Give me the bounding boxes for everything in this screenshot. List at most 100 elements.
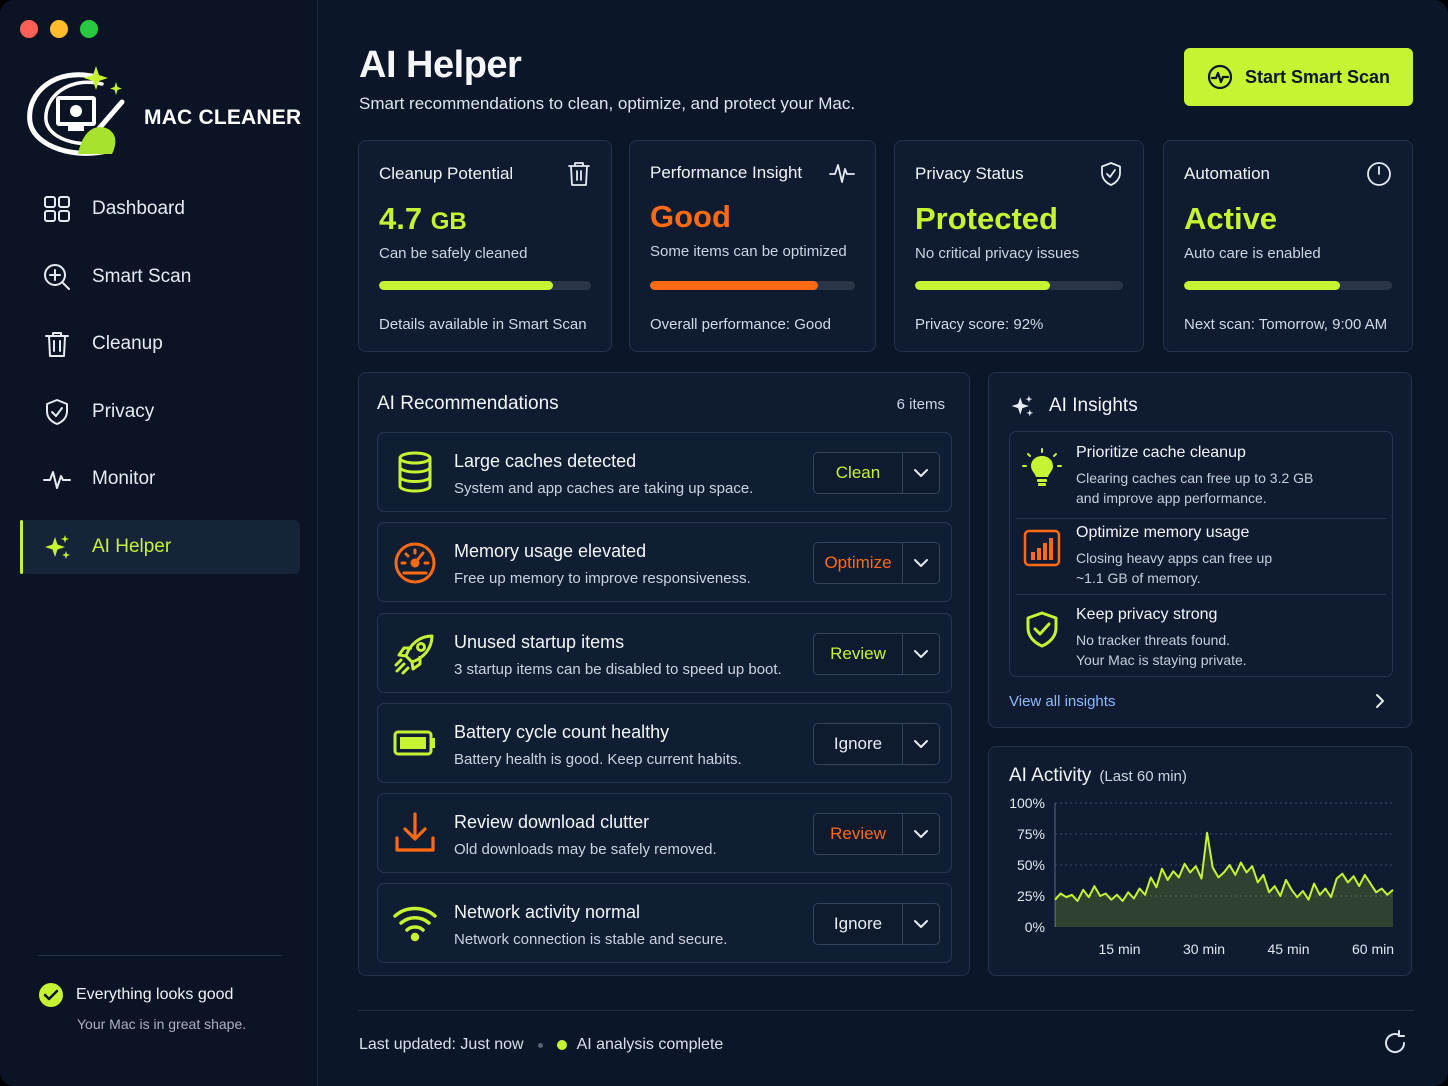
x-tick-label: 15 min: [1098, 941, 1140, 957]
zoom-window-button[interactable]: [80, 20, 98, 38]
sidebar-item-label: Monitor: [92, 468, 156, 489]
app-logo: MAC CLEANER: [26, 62, 316, 162]
card-value: Active: [1184, 201, 1278, 236]
recommendation-description: System and app caches are taking up spac…: [454, 480, 754, 497]
card-title: Automation: [1184, 164, 1270, 183]
card-description: No critical privacy issues: [915, 245, 1080, 262]
review-button[interactable]: Review: [814, 634, 903, 674]
card-description: Can be safely cleaned: [379, 245, 528, 262]
sidebar: MAC CLEANER Dashboard Smart Scan Cleanup…: [0, 0, 318, 1086]
activity-chart: 0% 25% 50% 75% 100% 15 min 30 min 45 min 60 min: [1009, 795, 1394, 957]
page-title: AI Helper: [359, 44, 522, 86]
progress-bar: [650, 281, 855, 290]
sidebar-nav: Dashboard Smart Scan Cleanup Privacy Mon…: [20, 182, 300, 587]
y-tick-label: 0%: [1025, 919, 1045, 935]
ignore-button[interactable]: Ignore: [814, 904, 903, 944]
sidebar-item-ai-helper[interactable]: AI Helper: [20, 519, 300, 574]
chevron-right-icon[interactable]: [1375, 693, 1385, 709]
mac-cleaner-logo-icon: [27, 66, 125, 156]
card-description: Auto care is enabled: [1184, 245, 1321, 262]
recommendation-title: Unused startup items: [454, 632, 625, 652]
clean-button[interactable]: Clean: [814, 453, 903, 493]
recommendation-item: Review download clutter Old downloads ma…: [377, 793, 952, 873]
recommendation-item: Battery cycle count healthy Battery heal…: [377, 703, 952, 783]
shield-check-icon: [1101, 162, 1121, 186]
status-dot: [556, 1040, 567, 1050]
insight-item[interactable]: Keep privacy strong No tracker threats f…: [1010, 594, 1392, 674]
card-privacy-status[interactable]: Privacy Status Protected No critical pri…: [894, 140, 1144, 352]
sidebar-item-smart-scan[interactable]: Smart Scan: [20, 250, 300, 304]
recommendation-action-group: Clean: [813, 452, 940, 494]
start-smart-scan-label: Start Smart Scan: [1244, 66, 1391, 87]
card-footer: Details available in Smart Scan: [379, 316, 587, 333]
x-tick-label: 60 min: [1352, 941, 1394, 957]
chevron-down-icon: [914, 830, 928, 838]
card-automation[interactable]: Automation Active Auto care is enabled N…: [1163, 140, 1413, 352]
sidebar-item-monitor[interactable]: Monitor: [20, 452, 300, 506]
y-tick-label: 50%: [1017, 857, 1045, 873]
action-dropdown-button[interactable]: [903, 543, 939, 583]
wifi-icon: [393, 906, 437, 942]
ai-recommendations-panel: AI Recommendations 6 items Large caches …: [358, 372, 970, 976]
recommendation-title: Network activity normal: [454, 902, 641, 922]
insight-description: Clearing caches can free up to 3.2 GB and…: [1076, 470, 1314, 506]
action-dropdown-button[interactable]: [903, 724, 939, 764]
activity-area: [1055, 832, 1393, 927]
optimize-button[interactable]: Optimize: [814, 543, 903, 583]
close-window-button[interactable]: [20, 20, 38, 38]
insights-title: AI Insights: [1049, 395, 1138, 416]
recommendation-action-group: Review: [813, 813, 940, 855]
recommendation-title: Battery cycle count healthy: [454, 722, 670, 742]
action-dropdown-button[interactable]: [903, 814, 939, 854]
view-all-insights-link[interactable]: View all insights: [1009, 693, 1116, 710]
recommendation-action-group: Ignore: [813, 723, 940, 765]
refresh-icon[interactable]: [1382, 1030, 1408, 1056]
database-icon: [398, 451, 432, 493]
chevron-down-icon: [914, 920, 928, 928]
sidebar-item-label: AI Helper: [92, 535, 172, 557]
sparkle-icon: [45, 534, 70, 559]
shield-check-icon: [1026, 611, 1058, 648]
action-dropdown-button[interactable]: [903, 453, 939, 493]
analysis-status: AI analysis complete: [576, 1036, 724, 1053]
rocket-icon: [394, 634, 434, 675]
sidebar-divider: [38, 955, 282, 956]
sidebar-item-label: Cleanup: [92, 333, 163, 354]
app-name: MAC CLEANER: [144, 106, 302, 129]
chevron-down-icon: [914, 559, 928, 567]
sidebar-item-privacy[interactable]: Privacy: [20, 385, 300, 439]
sidebar-item-cleanup[interactable]: Cleanup: [20, 317, 300, 371]
recommendation-item: Unused startup items 3 startup items can…: [377, 613, 952, 693]
start-smart-scan-button[interactable]: Start Smart Scan: [1184, 48, 1413, 106]
insight-item[interactable]: Prioritize cache cleanup Clearing caches…: [1010, 432, 1392, 512]
battery-icon: [393, 730, 435, 756]
recommendation-item: Network activity normal Network connecti…: [377, 883, 952, 963]
review-button[interactable]: Review: [814, 814, 903, 854]
sparkle-icon: [1011, 395, 1034, 417]
system-status: Everything looks good Your Mac is in gre…: [38, 982, 246, 1032]
insight-description: No tracker threats found. Your Mac is sta…: [1076, 632, 1247, 668]
action-dropdown-button[interactable]: [903, 904, 939, 944]
footer-divider: [358, 1010, 1414, 1011]
shield-icon: [46, 398, 68, 425]
insight-item[interactable]: Optimize memory usage Closing heavy apps…: [1010, 512, 1392, 592]
recommendation-item: Memory usage elevated Free up memory to …: [377, 522, 952, 602]
main-content: AI Helper Smart recommendations to clean…: [318, 0, 1448, 1086]
card-cleanup-potential[interactable]: Cleanup Potential 4.7 GB Can be safely c…: [358, 140, 612, 352]
recommendation-description: Old downloads may be safely removed.: [454, 841, 717, 858]
y-tick-label: 75%: [1017, 826, 1045, 842]
recommendation-description: Free up memory to improve responsiveness…: [454, 570, 751, 587]
ignore-button[interactable]: Ignore: [814, 724, 903, 764]
minimize-window-button[interactable]: [50, 20, 68, 38]
recommendation-title: Memory usage elevated: [454, 541, 647, 561]
recommendation-item: Large caches detected System and app cac…: [377, 432, 952, 512]
ai-activity-panel: AI Activity (Last 60 min) 0% 25% 50% 75% 100%…: [988, 746, 1412, 976]
insights-list: Prioritize cache cleanup Clearing caches…: [1009, 431, 1393, 677]
status-subtitle: Your Mac is in great shape.: [77, 1016, 247, 1032]
card-performance-insight[interactable]: Performance Insight Good Some items can …: [629, 140, 876, 352]
action-dropdown-button[interactable]: [903, 634, 939, 674]
status-title: Everything looks good: [76, 986, 234, 1003]
sidebar-item-dashboard[interactable]: Dashboard: [20, 182, 300, 236]
insight-divider: [1016, 594, 1386, 595]
bar-chart-icon: [1023, 529, 1061, 567]
